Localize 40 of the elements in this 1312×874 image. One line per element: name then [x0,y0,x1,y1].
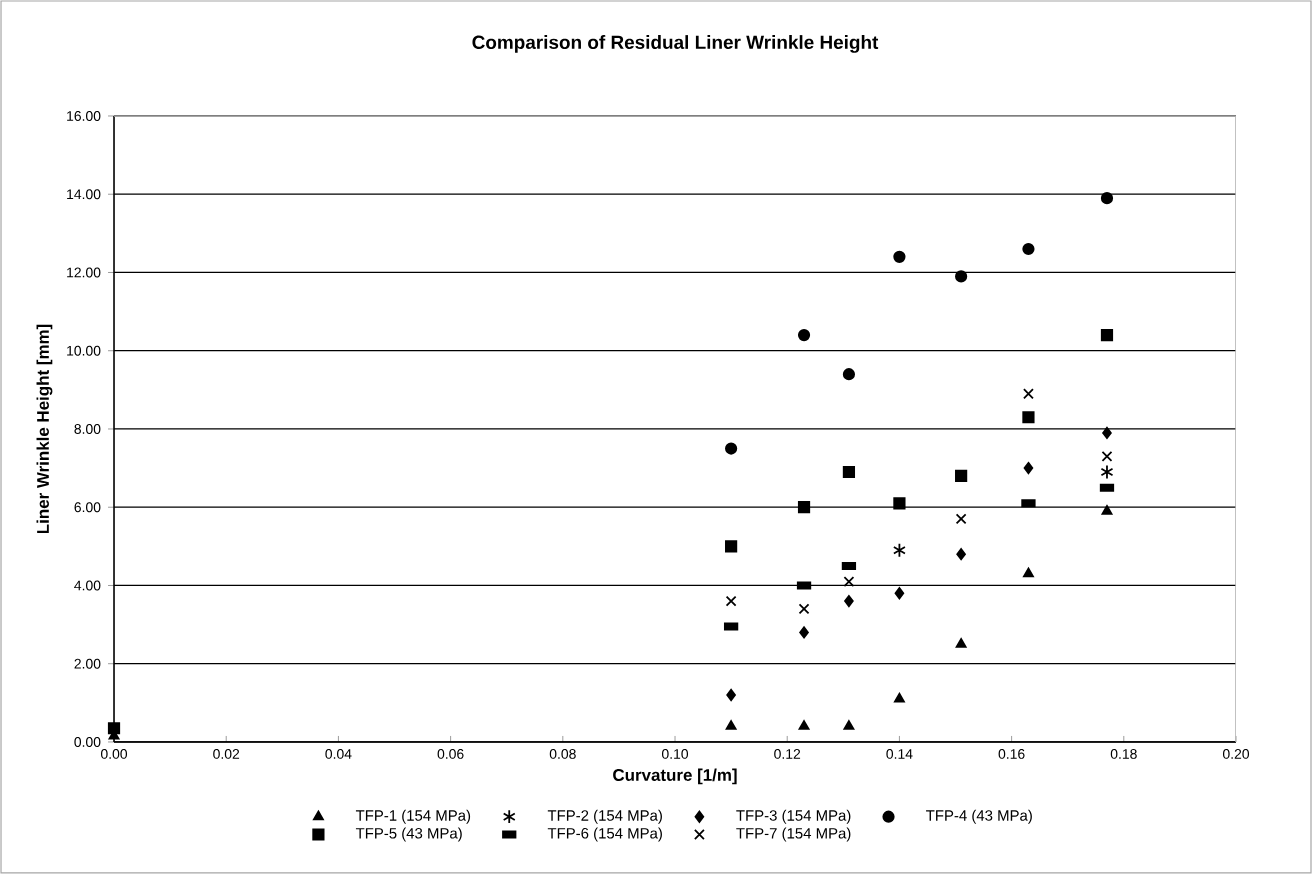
point [725,540,738,553]
point [1022,242,1035,256]
point [893,250,906,263]
point [726,688,736,702]
point [894,692,905,703]
point [956,548,966,561]
point [725,442,738,455]
point [1100,328,1114,342]
point [1100,192,1114,205]
point [1023,388,1034,400]
point [725,595,737,607]
point [892,542,906,558]
point [798,603,810,615]
point [1023,567,1034,578]
point [797,328,811,342]
point [844,595,854,608]
point [955,270,968,283]
point [799,626,809,639]
point [843,720,855,730]
y-axis-title: Liner Wrinkle Height [mm] [36,324,53,534]
point [843,576,855,587]
point [842,465,856,479]
point [842,368,856,381]
point [1101,450,1113,462]
x-axis-title: Curvature [1/m] [613,768,737,785]
point [1101,505,1113,515]
point [797,501,811,514]
point [107,722,121,735]
point [955,469,968,483]
point [955,513,967,525]
point [1023,462,1034,475]
point [955,638,967,648]
point [798,720,810,730]
chart-title: Comparison of Residual Liner Wrinkle Height [472,35,879,53]
point [1022,411,1035,424]
point [1102,426,1112,439]
point [725,720,737,730]
point [1100,464,1114,480]
point [893,497,906,510]
point [894,587,905,600]
